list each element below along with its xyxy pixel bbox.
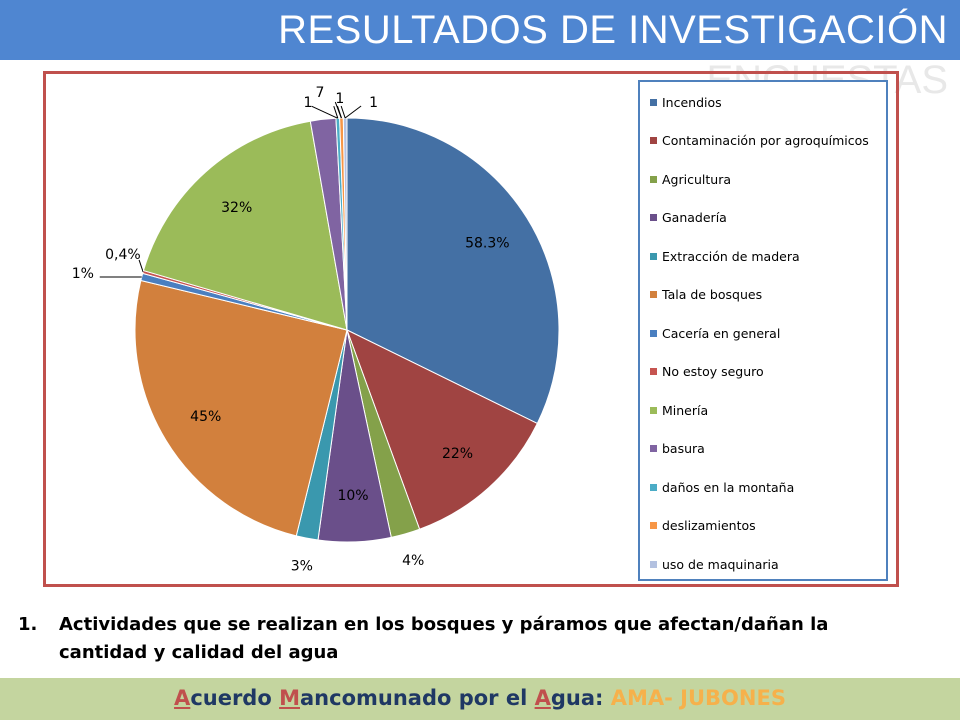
pie-slice-tala-de-bosques (134, 279, 348, 537)
slice-label-ganaderia: 10% (337, 488, 368, 504)
legend-item-uso-de-maquinaria: uso de maquinaria (650, 556, 779, 572)
legend-label: Tala de bosques (662, 287, 763, 302)
legend-item-deslizamientos: deslizamientos (650, 518, 756, 534)
legend-label: Ganadería (662, 210, 727, 225)
legend-label: daños en la montaña (662, 479, 795, 495)
legend-swatch (650, 98, 657, 106)
footer-word-2: ancomunado por el (300, 686, 535, 710)
page-title: RESULTADOS DE INVESTIGACIÓN (278, 8, 948, 52)
slice-label-basura: 7 (316, 85, 325, 101)
leader-line-no-estoy-seguro (138, 259, 144, 273)
leader-line-danos-en-la-montana (311, 105, 338, 119)
question-number: 1. (18, 614, 38, 635)
legend-item-extraccion-de-madera: Extracción de madera (650, 248, 800, 264)
pie-chart: 58.3%22%4%10%3%45%1%0,4%32%71 1 1 (72, 85, 560, 574)
question-text: Actividades que se realizan en los bosqu… (59, 614, 829, 663)
legend-label: uso de maquinaria (662, 556, 779, 572)
legend-swatch (650, 522, 657, 529)
slice-label-caceria-en-general: 1% (72, 266, 94, 282)
legend-label: deslizamientos (662, 518, 756, 533)
legend-swatch (650, 291, 657, 298)
legend-swatch (650, 252, 657, 260)
legend-label: Contaminación por agroquímicos (662, 133, 869, 148)
legend-item-mineria: Minería (650, 402, 708, 418)
legend-item-agricultura: Agricultura (650, 171, 731, 187)
footer-brand: AMA- JUBONES (610, 686, 786, 710)
legend-item-incendios: Incendios (650, 94, 722, 110)
slice-label-agricultura: 4% (402, 553, 424, 569)
legend-swatch (650, 560, 657, 568)
legend-item-caceria-en-general: Cacería en general (650, 325, 780, 341)
leader-line-uso-de-maquinaria (340, 105, 346, 119)
legend-label: Agricultura (662, 171, 731, 187)
footer-bar: Acuerdo Mancomunado por el Agua: AMA- JU… (0, 678, 960, 720)
slice-label-danos-en-la-montana: 1 (304, 95, 313, 111)
leader-line-danos-en-la-montana (333, 106, 339, 119)
legend-swatch (650, 483, 657, 491)
legend-item-basura: basura (650, 441, 705, 457)
footer-word-3: gua: (550, 686, 611, 710)
slice-label-tala-de-bosques: 45% (190, 409, 221, 425)
footer-word-1: cuerdo (190, 686, 280, 710)
chart-frame (43, 71, 899, 587)
legend-swatch (650, 368, 657, 375)
slice-label-contaminacion-por-agroquimicos: 22% (442, 446, 473, 462)
footer-initial-a2: A (534, 686, 551, 710)
footer-initial-m: M (279, 686, 300, 710)
legend-swatch (650, 175, 657, 183)
leader-line-uso-de-maquinaria (344, 105, 362, 119)
pie-slice-incendios (346, 117, 560, 425)
leader-line-deslizamientos (334, 101, 342, 119)
legend-item-tala-de-bosques: Tala de bosques (650, 287, 762, 303)
slice-label-mineria: 32% (221, 200, 252, 216)
legend-swatch (650, 137, 657, 144)
legend-swatch (650, 214, 657, 221)
legend-label: Incendios (662, 94, 722, 110)
legend-label: No estoy seguro (662, 364, 764, 379)
slice-label-no-estoy-seguro: 0,4% (105, 247, 141, 263)
legend-label: basura (662, 441, 705, 456)
pie-slice-contaminacion-por-agroquimicos (346, 329, 538, 530)
legend-label: Extracción de madera (662, 248, 800, 264)
chart-legend: Incendios Contaminación por agroquímicos A… (638, 80, 888, 581)
legend-swatch (650, 445, 657, 452)
slice-label-uso-de-maquinaria: 1 (369, 95, 378, 111)
legend-label: Cacería en general (662, 325, 781, 341)
pie-slice-mineria (142, 120, 348, 331)
footer-text: Acuerdo Mancomunado por el Agua: AMA- JU… (0, 686, 960, 710)
legend-item-danos-en-la-montana: daños en la montaña (650, 479, 794, 495)
footer-initial-a: A (174, 686, 191, 710)
legend-item-no-estoy-seguro: No estoy seguro (650, 364, 764, 380)
legend-item-ganaderia: Ganadería (650, 210, 727, 226)
slice-label-incendios: 58.3% (465, 236, 509, 252)
legend-swatch (650, 329, 657, 337)
slice-label-extraccion-de-madera: 3% (291, 558, 313, 574)
slice-label-deslizamientos: 1 (335, 91, 344, 107)
legend-swatch (650, 406, 657, 414)
legend-label: Minería (662, 402, 709, 418)
title-bar (0, 0, 960, 60)
legend-item-contaminacion-por-agroquimicos: Contaminación por agroquímicos (650, 133, 869, 149)
